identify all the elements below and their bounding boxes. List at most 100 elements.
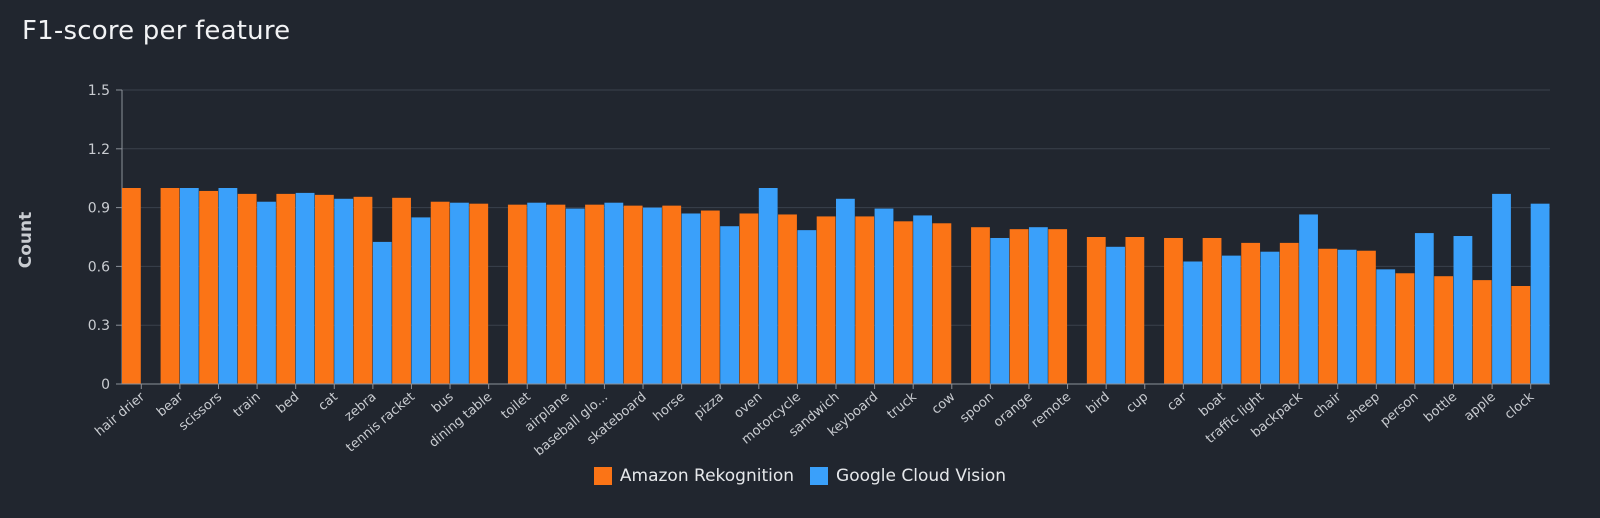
bar-amazon[interactable]: [314, 194, 334, 384]
bar-google[interactable]: [1106, 246, 1125, 384]
bar-amazon[interactable]: [1279, 242, 1299, 384]
bar-amazon[interactable]: [1009, 229, 1029, 384]
bar-amazon[interactable]: [1125, 237, 1145, 384]
bar-google[interactable]: [1260, 251, 1280, 384]
bars: [122, 188, 1550, 384]
bar-google[interactable]: [874, 208, 894, 384]
bar-amazon[interactable]: [623, 205, 643, 384]
bar-amazon[interactable]: [276, 193, 296, 384]
bar-google[interactable]: [565, 208, 585, 384]
x-tick-label: car: [1165, 389, 1191, 414]
x-tick-label: remote: [1029, 390, 1074, 432]
bar-google[interactable]: [1530, 203, 1550, 384]
bar-amazon[interactable]: [739, 213, 759, 384]
bar-amazon[interactable]: [1511, 286, 1531, 384]
bar-google[interactable]: [372, 241, 392, 384]
bar-amazon[interactable]: [585, 204, 604, 384]
bar-google[interactable]: [527, 202, 547, 384]
bar-google[interactable]: [411, 217, 431, 384]
legend-label-google: Google Cloud Vision: [836, 466, 1007, 486]
chart-title: F1-score per feature: [22, 16, 291, 46]
bar-google[interactable]: [257, 201, 276, 384]
bar-google[interactable]: [681, 213, 701, 384]
bar-amazon[interactable]: [160, 188, 180, 384]
bar-google[interactable]: [1183, 261, 1203, 385]
bar-amazon[interactable]: [353, 196, 373, 384]
bar-amazon[interactable]: [1395, 273, 1415, 384]
y-axis-label: Count: [16, 212, 36, 269]
bar-google[interactable]: [295, 192, 315, 384]
bar-google[interactable]: [1299, 214, 1318, 384]
bar-amazon[interactable]: [816, 216, 836, 384]
bar-amazon[interactable]: [1318, 248, 1338, 384]
bar-amazon[interactable]: [1357, 250, 1376, 384]
x-tick-label: person: [1378, 390, 1422, 430]
bar-amazon[interactable]: [662, 205, 682, 384]
bar-amazon[interactable]: [1202, 237, 1222, 384]
bar-google[interactable]: [1453, 236, 1473, 384]
y-tick-label: 1.5: [88, 83, 110, 99]
bar-amazon[interactable]: [199, 190, 218, 384]
bar-amazon[interactable]: [1241, 242, 1261, 384]
bar-amazon[interactable]: [932, 223, 952, 384]
x-tick-label: sheep: [1343, 390, 1383, 427]
bar-amazon[interactable]: [971, 227, 990, 384]
x-tick-label: boat: [1196, 390, 1228, 420]
bar-google[interactable]: [836, 198, 855, 384]
bar-amazon[interactable]: [1472, 280, 1492, 384]
bar-amazon[interactable]: [700, 210, 720, 384]
bar-google[interactable]: [1221, 255, 1241, 384]
bar-amazon[interactable]: [237, 193, 257, 384]
y-axis: 0 0.3 0.6 0.9 1.2 1.5: [88, 83, 123, 393]
x-tick-label: orange: [991, 390, 1036, 431]
bar-amazon[interactable]: [122, 188, 141, 384]
x-tick-label: scissors: [176, 389, 225, 434]
bar-google[interactable]: [1028, 227, 1048, 384]
legend-item-google[interactable]: Google Cloud Vision: [810, 466, 1006, 486]
x-tick-label: bear: [154, 389, 187, 420]
bar-google[interactable]: [450, 202, 469, 384]
bar-amazon[interactable]: [778, 214, 797, 384]
bar-google[interactable]: [1492, 193, 1511, 384]
bar-amazon[interactable]: [546, 204, 566, 384]
bar-google[interactable]: [1414, 233, 1434, 384]
y-tick-label: 0.9: [88, 201, 110, 217]
bar-amazon[interactable]: [507, 204, 527, 384]
x-tick-label: bus: [429, 389, 457, 416]
x-tick-label: hair drier: [92, 389, 148, 439]
bar-amazon[interactable]: [430, 201, 450, 384]
bar-google[interactable]: [179, 188, 199, 384]
x-tick-label: tennis racket: [343, 390, 418, 456]
x-tick-label: bed: [274, 390, 302, 417]
bar-google[interactable]: [643, 207, 662, 384]
y-tick-label: 0: [101, 377, 110, 393]
legend-item-amazon[interactable]: Amazon Rekognition: [593, 466, 794, 486]
bar-google[interactable]: [1337, 249, 1357, 384]
bar-amazon[interactable]: [1048, 229, 1068, 384]
bar-amazon[interactable]: [893, 221, 913, 384]
x-tick-label: bottle: [1421, 390, 1460, 426]
bar-google[interactable]: [720, 226, 740, 384]
x-tick-label: bird: [1084, 390, 1113, 418]
bar-google[interactable]: [1376, 269, 1396, 384]
bar-google[interactable]: [218, 188, 238, 384]
bar-google[interactable]: [797, 230, 817, 384]
bar-google[interactable]: [990, 237, 1010, 384]
x-tick-label: cow: [929, 389, 959, 417]
bar-google[interactable]: [604, 202, 624, 384]
bar-amazon[interactable]: [469, 203, 489, 384]
y-tick-label: 0.3: [88, 318, 110, 334]
bar-amazon[interactable]: [1434, 276, 1454, 384]
bar-amazon[interactable]: [392, 197, 411, 384]
bar-amazon[interactable]: [855, 216, 875, 384]
y-tick-label: 1.2: [88, 142, 110, 158]
y-tick-label: 0.6: [88, 259, 110, 275]
bar-amazon[interactable]: [1086, 237, 1106, 384]
bar-google[interactable]: [758, 188, 778, 384]
x-tick-label: chair: [1310, 389, 1345, 422]
bar-google[interactable]: [913, 215, 932, 384]
x-tick-label: train: [231, 390, 264, 421]
bar-google[interactable]: [334, 198, 354, 384]
bar-amazon[interactable]: [1164, 237, 1183, 384]
